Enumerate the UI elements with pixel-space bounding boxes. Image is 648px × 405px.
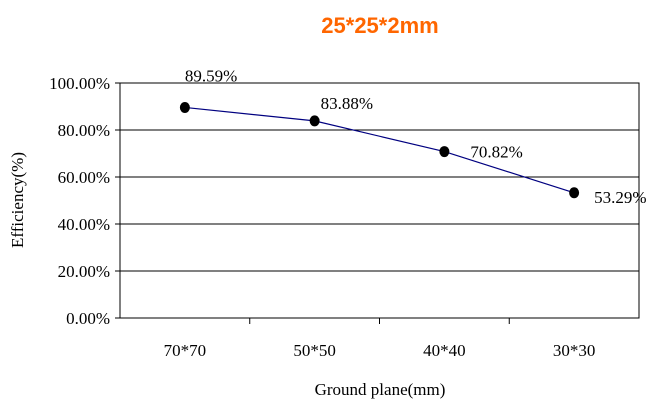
data-point [569, 187, 580, 199]
y-tick-label: 100.00% [49, 74, 110, 93]
series-line [184, 106, 575, 194]
x-tick-label: 50*50 [293, 341, 336, 360]
chart-title: 25*25*2mm [321, 13, 438, 38]
x-tick-label: 70*70 [164, 341, 207, 360]
data-label: 53.29% [594, 188, 646, 207]
grid-lines [120, 129, 639, 272]
data-label: 83.88% [321, 94, 373, 113]
y-tick-label: 40.00% [58, 215, 110, 234]
y-axis-ticks: 0.00% 20.00% 40.00% 60.00% 80.00% 100.00% [49, 74, 120, 328]
series [179, 101, 580, 199]
data-label: 89.59% [185, 66, 237, 85]
x-tick-label: 40*40 [423, 341, 466, 360]
data-labels: 89.59% 83.88% 70.82% 53.29% [185, 66, 647, 206]
y-tick-label: 60.00% [58, 168, 110, 187]
y-tick-label: 0.00% [66, 309, 110, 328]
data-point [309, 115, 320, 127]
y-axis-label: Efficiency(%) [8, 152, 27, 248]
y-tick-label: 80.00% [58, 121, 110, 140]
y-tick-label: 20.00% [58, 262, 110, 281]
plot-area [119, 82, 640, 319]
x-axis-ticks: 70*70 50*50 40*40 30*30 [164, 318, 596, 360]
data-point [439, 146, 450, 158]
x-tick-label: 30*30 [553, 341, 596, 360]
data-point [179, 101, 190, 113]
data-label: 70.82% [470, 143, 522, 162]
x-axis-label: Ground plane(mm) [315, 380, 446, 399]
